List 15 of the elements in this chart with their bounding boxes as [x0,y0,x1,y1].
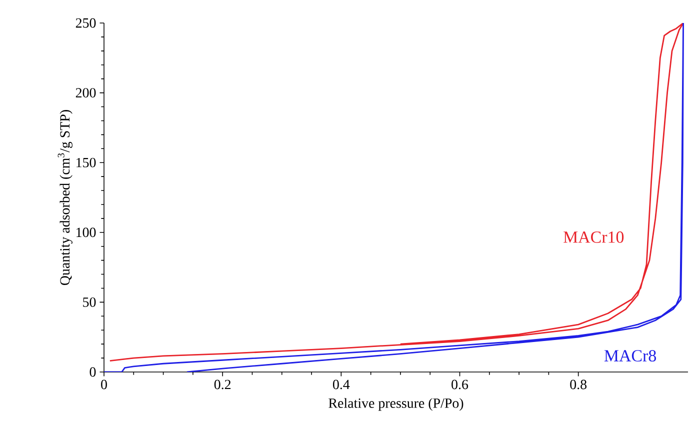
x-tick-label: 0.6 [452,380,468,390]
y-tick-label: 150 [76,158,96,168]
series-label: MACr10 [564,231,624,243]
series-label: MACr8 [604,350,656,362]
x-tick-label: 0.2 [214,380,231,390]
y-tick-label: 250 [76,18,96,28]
y-tick-label: 200 [76,88,96,98]
x-axis-title: Relative pressure (P/Po) [328,398,464,411]
y-tick-label: 0 [90,367,96,377]
y-axis-title: Quantity adsorbed (cm$^{3}$/g STP) [58,110,72,286]
x-tick-label: 0.8 [570,380,587,390]
y-tick-label: 50 [83,297,96,307]
y-tick-label: 100 [76,228,96,238]
x-tick-label: 0 [101,380,107,390]
x-tick-label: 0.4 [332,380,350,390]
